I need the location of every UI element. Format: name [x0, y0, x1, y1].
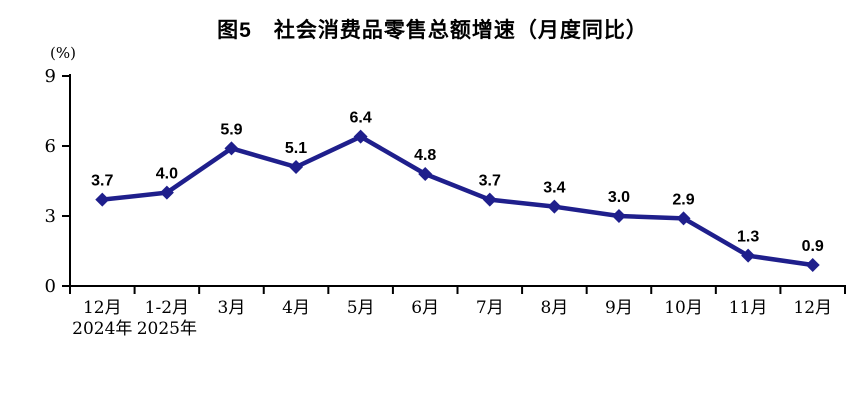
data-label: 3.7 [479, 173, 501, 190]
data-label: 4.8 [414, 147, 436, 164]
data-point [676, 211, 691, 226]
data-point [95, 192, 110, 207]
x-tick-sublabel: 2024年 [72, 319, 132, 339]
series-line [100, 134, 815, 268]
y-tick-label: 0 [45, 276, 56, 297]
y-tick-label: 9 [45, 66, 56, 87]
data-label: 5.9 [220, 121, 242, 138]
data-point [741, 248, 756, 263]
x-tick-label: 9月 [605, 298, 633, 318]
data-label: 1.3 [737, 229, 759, 246]
data-point [482, 192, 497, 207]
data-label: 3.4 [543, 180, 565, 197]
data-label: 3.0 [608, 189, 630, 206]
x-tick-sublabel: 2025年 [137, 319, 197, 339]
data-point [611, 209, 626, 223]
data-label: 0.9 [802, 238, 824, 255]
data-label: 6.4 [350, 110, 372, 127]
data-label: 3.7 [91, 173, 113, 190]
data-point [224, 141, 239, 156]
data-point [418, 167, 433, 181]
y-tick-label: 6 [45, 136, 56, 157]
x-tick-label: 7月 [476, 298, 504, 318]
x-tick-label: 12月 [83, 298, 122, 318]
x-tick-label: 12月 [793, 298, 832, 318]
x-tick-label: 4月 [282, 298, 310, 318]
x-tick-label: 6月 [411, 298, 439, 318]
x-tick-label: 5月 [347, 298, 375, 318]
data-point [289, 160, 304, 174]
data-label: 5.1 [285, 140, 307, 157]
data-point [159, 185, 174, 200]
y-tick-label: 3 [45, 206, 56, 227]
x-tick-label: 10月 [664, 298, 703, 318]
y-axis-unit-label: (%) [50, 44, 76, 62]
x-tick-label: 3月 [218, 298, 246, 318]
chart-title: 图5 社会消费品零售总额增速（月度同比） [217, 19, 648, 42]
data-label: 2.9 [672, 191, 694, 208]
x-tick-label: 1-2月 [145, 298, 189, 318]
data-point [805, 258, 820, 272]
data-point [353, 129, 368, 144]
x-tick-label: 8月 [540, 298, 568, 318]
data-label: 4.0 [156, 166, 178, 183]
x-tick-label: 11月 [729, 298, 768, 318]
data-point [547, 199, 562, 214]
